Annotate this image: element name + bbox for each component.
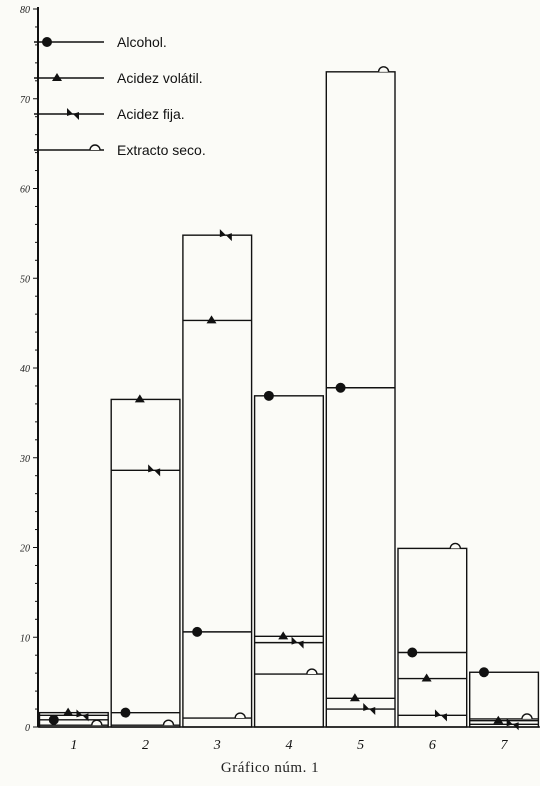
x-category-label: 7 — [501, 738, 509, 753]
x-category-labels: 1 2 3 4 5 6 7 — [70, 738, 508, 753]
category-bar — [182, 234, 253, 728]
data-point-half-circle — [449, 542, 461, 549]
data-point-filled-triangle — [63, 707, 74, 716]
bars-layer — [38, 71, 540, 728]
data-point-filled-circle — [192, 626, 203, 637]
data-point-filled-triangle — [134, 394, 145, 403]
y-tick-label: 40 — [20, 364, 30, 375]
y-tick-label: 50 — [20, 274, 30, 285]
y-tick-label: 60 — [20, 185, 30, 196]
x-category-label: 4 — [285, 738, 292, 753]
y-tick-label: 30 — [19, 454, 30, 465]
x-category-label: 5 — [357, 738, 364, 753]
data-point-filled-circle — [478, 667, 489, 678]
data-point-filled-triangle — [421, 673, 432, 682]
data-point-half-circle — [377, 66, 390, 72]
legend-label: Alcohol. — [117, 34, 167, 50]
data-point-half-bowtie — [434, 709, 447, 722]
data-point-half-bowtie — [363, 703, 376, 716]
data-point-half-circle — [162, 719, 175, 726]
y-tick-label: 80 — [20, 5, 30, 16]
data-point-half-circle — [306, 668, 318, 675]
data-point-filled-circle — [335, 382, 346, 393]
data-point-filled-triangle — [278, 631, 289, 640]
legend-marker-filled-triangle — [52, 73, 62, 81]
legend-marker-half-bowtie — [67, 108, 79, 120]
y-ticks: 0 10 20 30 40 50 60 70 80 — [19, 5, 38, 734]
category-bar — [397, 547, 468, 728]
data-point-half-bowtie — [76, 709, 89, 722]
data-point-half-bowtie — [291, 636, 304, 649]
data-point-half-bowtie — [148, 464, 161, 477]
legend-label: Acidez fija. — [117, 106, 185, 122]
figure-caption: Gráfico núm. 1 — [220, 760, 320, 776]
legend-marker-filled-circle — [42, 37, 52, 47]
y-tick-label: 20 — [20, 544, 30, 555]
data-point-filled-triangle — [206, 315, 217, 324]
legend-label: Extracto seco. — [117, 142, 206, 158]
data-point-filled-triangle — [349, 693, 360, 702]
legend-label: Acidez volátil. — [117, 70, 203, 86]
data-point-filled-circle — [120, 707, 131, 718]
data-point-filled-circle — [48, 714, 59, 725]
legend-marker-half-circle — [89, 144, 101, 151]
y-tick-label: 70 — [20, 95, 30, 106]
y-axis — [37, 7, 540, 728]
x-category-label: 1 — [70, 738, 77, 753]
data-point-filled-circle — [407, 647, 418, 658]
data-point-half-circle — [234, 712, 246, 719]
category-bar — [253, 395, 325, 728]
y-tick-label: 0 — [25, 723, 30, 734]
legend: Alcohol. Acidez volátil. Acidez fija. Extra… — [34, 34, 206, 158]
x-category-label: 6 — [429, 738, 436, 753]
data-point-filled-triangle — [493, 715, 504, 724]
category-bar — [110, 398, 181, 728]
markers-layer — [48, 66, 533, 731]
data-point-half-bowtie — [506, 718, 519, 731]
x-category-label: 3 — [213, 738, 221, 753]
category-bar — [325, 71, 396, 728]
x-category-label: 2 — [142, 738, 149, 753]
data-point-filled-circle — [263, 390, 274, 401]
data-point-half-circle — [91, 719, 103, 726]
y-tick-label: 10 — [20, 633, 30, 644]
data-point-half-bowtie — [219, 229, 232, 242]
data-point-half-circle — [521, 713, 533, 720]
